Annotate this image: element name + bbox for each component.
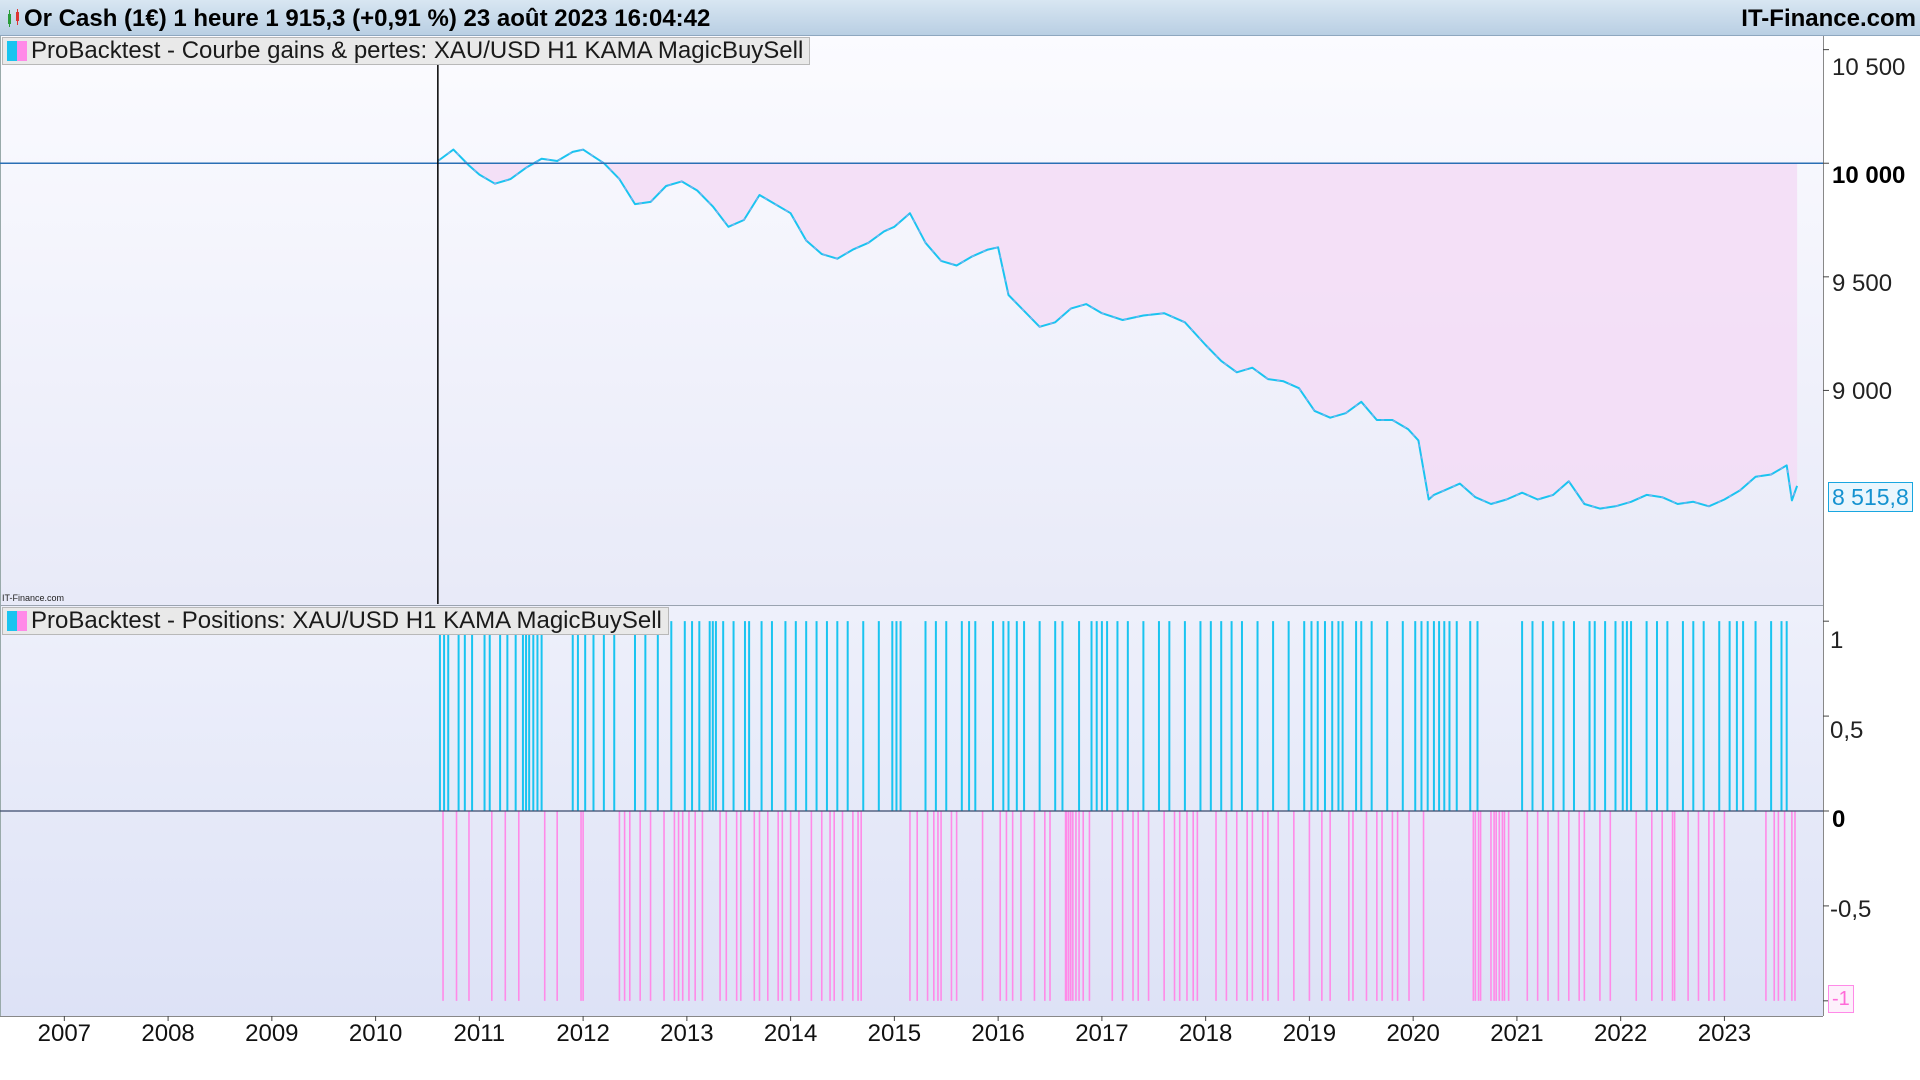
drawdown-area bbox=[437, 163, 1798, 509]
positions-legend[interactable]: ProBacktest - Positions: XAU/USD H1 KAMA… bbox=[2, 607, 669, 635]
y-axis-area[interactable] bbox=[1823, 36, 1920, 1016]
chart-app-icon bbox=[8, 9, 19, 27]
legend-swatch-short bbox=[17, 611, 27, 631]
equity-legend[interactable]: ProBacktest - Courbe gains & pertes: XAU… bbox=[2, 37, 811, 65]
legend-swatch-short bbox=[17, 41, 27, 61]
title-bar: Or Cash (1€) 1 heure 1 915,3 (+0,91 %) 2… bbox=[0, 0, 1920, 36]
equity-curve bbox=[437, 148, 1799, 510]
y-tick-label: 9 500 bbox=[1832, 270, 1893, 297]
x-tick-label: 2020 bbox=[1386, 1020, 1440, 1047]
y-tick-label: -0,5 bbox=[1830, 896, 1872, 923]
y-tick-label: 10 500 bbox=[1832, 54, 1906, 81]
positions-legend-label: ProBacktest - Positions: XAU/USD H1 KAMA… bbox=[31, 607, 662, 634]
x-axis-area[interactable] bbox=[0, 1016, 1823, 1080]
x-tick-label: 2021 bbox=[1490, 1020, 1544, 1047]
last-value-badge: 8 515,8 bbox=[1828, 482, 1913, 512]
watermark: IT-Finance.com bbox=[2, 593, 65, 603]
legend-swatch-long bbox=[7, 611, 17, 631]
legend-swatch-long bbox=[7, 41, 17, 61]
y-tick-label: 9 000 bbox=[1832, 378, 1893, 405]
site-name[interactable]: IT-Finance.com bbox=[1741, 5, 1916, 32]
x-tick-label: 2015 bbox=[867, 1020, 922, 1047]
x-tick-label: 2012 bbox=[556, 1020, 610, 1047]
x-tick-label: 2022 bbox=[1593, 1020, 1648, 1047]
y-tick-label: -1 bbox=[1828, 985, 1854, 1013]
x-tick-label: 2010 bbox=[348, 1020, 403, 1047]
x-tick-label: 2007 bbox=[37, 1020, 92, 1047]
y-tick-label: 10 000 bbox=[1832, 162, 1906, 189]
x-tick-label: 2009 bbox=[245, 1020, 299, 1047]
pane-separator[interactable] bbox=[0, 605, 1823, 606]
x-tick-label: 2023 bbox=[1697, 1020, 1752, 1047]
y-tick-label: 0,5 bbox=[1830, 717, 1864, 744]
equity-legend-label: ProBacktest - Courbe gains & pertes: XAU… bbox=[31, 37, 804, 64]
x-tick-label: 2014 bbox=[763, 1020, 818, 1047]
x-tick-label: 2016 bbox=[971, 1020, 1025, 1047]
y-tick-label: 0 bbox=[1832, 806, 1846, 833]
x-tick-label: 2018 bbox=[1178, 1020, 1233, 1047]
x-tick-label: 2008 bbox=[141, 1020, 195, 1047]
x-tick-label: 2019 bbox=[1282, 1020, 1337, 1047]
window-title: Or Cash (1€) 1 heure 1 915,3 (+0,91 %) 2… bbox=[24, 5, 711, 32]
x-tick-label: 2011 bbox=[453, 1020, 506, 1047]
x-tick-label: 2017 bbox=[1075, 1020, 1129, 1047]
y-tick-label: 1 bbox=[1830, 627, 1844, 654]
x-tick-label: 2013 bbox=[660, 1020, 714, 1047]
